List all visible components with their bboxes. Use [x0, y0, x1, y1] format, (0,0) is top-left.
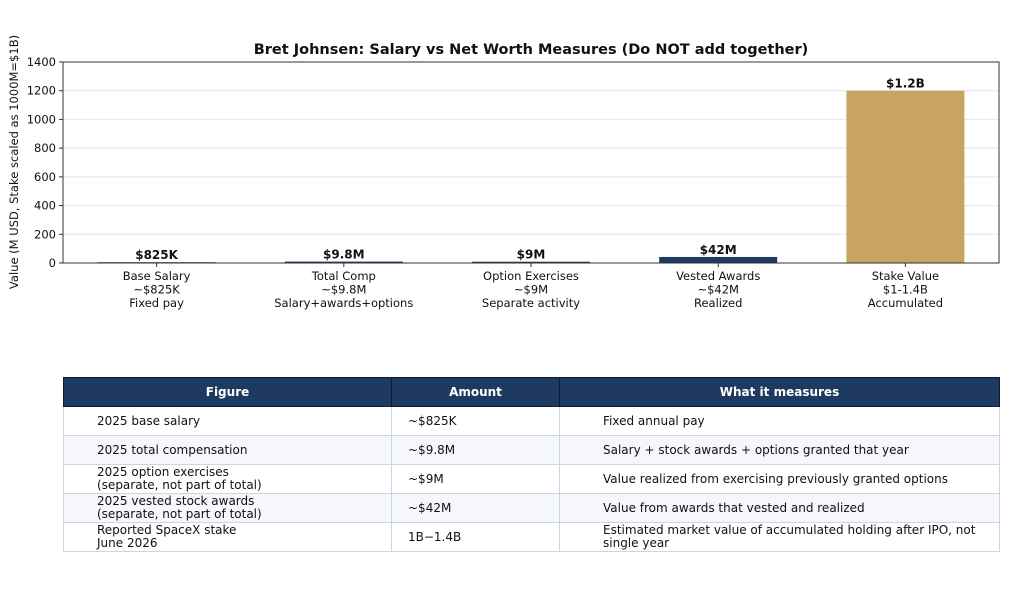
- plot-frame: [62, 61, 1000, 264]
- bar-value-label: $825K: [135, 248, 178, 262]
- amount-cell: 1B−1.4B: [391, 522, 560, 552]
- measure-cell: Fixed annual pay: [559, 406, 1000, 436]
- amount-text: ~$42M: [408, 500, 452, 515]
- y-tick-label: 600: [34, 170, 56, 184]
- measure-text: Estimated market value of accumulated ho…: [603, 523, 976, 550]
- bar-value-label: $1.2B: [886, 77, 925, 91]
- y-tick-label: 400: [34, 199, 56, 213]
- bar-value-label: $42M: [700, 243, 737, 257]
- figure-cell: 2025 total compensation: [63, 435, 392, 465]
- bar-value-label: $9.8M: [323, 248, 365, 262]
- measure-text: Salary + stock awards + options granted …: [603, 442, 909, 457]
- figure-cell: 2025 option exercises (separate, not par…: [63, 464, 392, 494]
- y-tick-label: 0: [49, 256, 56, 270]
- table-row: 2025 vested stock awards (separate, not …: [63, 493, 1000, 523]
- amount-cell: ~$9M: [391, 464, 560, 494]
- measure-text: Fixed annual pay: [603, 413, 705, 428]
- bar: [659, 256, 778, 263]
- table-header-row: Figure Amount What it measures: [63, 377, 1000, 407]
- header-figure: Figure: [63, 377, 392, 407]
- figure-cell: 2025 vested stock awards (separate, not …: [63, 493, 392, 523]
- measure-cell: Value realized from exercising previousl…: [559, 464, 1000, 494]
- figure-cell: Reported SpaceX stake June 2026: [63, 522, 392, 552]
- x-tick-label: Stake Value $1-1.4B Accumulated: [868, 269, 943, 310]
- x-tick-label: Total Comp ~$9.8M Salary+awards+options: [274, 269, 413, 310]
- amount-text: ~$9M: [408, 471, 444, 486]
- measure-cell: Value from awards that vested and realiz…: [559, 493, 1000, 523]
- bar-chart: Bret Johnsen: Salary vs Net Worth Measur…: [7, 35, 1000, 310]
- x-ticks: Base Salary ~$825K Fixed pay Total Comp ~$9.…: [123, 263, 943, 310]
- table-row: 2025 base salary ~$825K Fixed annual pay: [63, 406, 1000, 436]
- bar-value-label: $9M: [517, 248, 546, 262]
- figure-text: 2025 option exercises (separate, not par…: [97, 465, 262, 492]
- amount-text: ~$9.8M: [408, 442, 456, 457]
- y-tick-label: 800: [34, 141, 56, 155]
- x-tick-label: Vested Awards ~$42M Realized: [676, 269, 760, 310]
- x-tick-label: Option Exercises ~$9M Separate activity: [482, 269, 580, 310]
- table-row: 2025 option exercises (separate, not par…: [63, 464, 1000, 494]
- figure-cell: 2025 base salary: [63, 406, 392, 436]
- measure-text: Value realized from exercising previousl…: [603, 471, 948, 486]
- measure-cell: Salary + stock awards + options granted …: [559, 435, 1000, 465]
- measure-text: Value from awards that vested and realiz…: [603, 500, 865, 515]
- amount-cell: ~$825K: [391, 406, 560, 436]
- figure-text: 2025 total compensation: [97, 442, 248, 457]
- header-what-it-measures: What it measures: [559, 377, 1000, 407]
- header-amount: Amount: [391, 377, 560, 407]
- y-tick-label: 1400: [27, 55, 56, 69]
- y-tick-label: 1000: [27, 112, 56, 126]
- y-tick-label: 1200: [27, 84, 56, 98]
- data-labels: $825K $9.8M $9M $42M $1.2B: [135, 77, 925, 262]
- y-tick-label: 200: [34, 227, 56, 241]
- figure-text: Reported SpaceX stake June 2026: [97, 523, 237, 550]
- amount-cell: ~$9.8M: [391, 435, 560, 465]
- y-ticks: 0 200 400 600 800 1000 1200 1400: [27, 55, 63, 270]
- figure-text: 2025 base salary: [97, 413, 201, 428]
- bar: [472, 261, 590, 263]
- x-tick-label: Base Salary ~$825K Fixed pay: [123, 269, 191, 310]
- chart-title: Bret Johnsen: Salary vs Net Worth Measur…: [254, 42, 809, 58]
- amount-cell: ~$42M: [391, 493, 560, 523]
- figure-text: 2025 vested stock awards (separate, not …: [97, 494, 262, 521]
- bar: [284, 261, 403, 263]
- summary-table: Figure Amount What it measures 2025 base…: [63, 377, 1000, 552]
- table-row: Reported SpaceX stake June 2026 1B−1.4B …: [63, 522, 1000, 552]
- table-row: 2025 total compensation ~$9.8M Salary + …: [63, 435, 1000, 465]
- bars: [97, 90, 965, 263]
- amount-text: 1B−1.4B: [408, 529, 462, 544]
- measure-cell: Estimated market value of accumulated ho…: [559, 522, 1000, 552]
- amount-text: ~$825K: [408, 413, 457, 428]
- y-axis-label: Value (M USD, Stake scaled as 1000M=$1B): [7, 35, 21, 289]
- gridlines: [63, 90, 999, 235]
- bar: [846, 90, 965, 263]
